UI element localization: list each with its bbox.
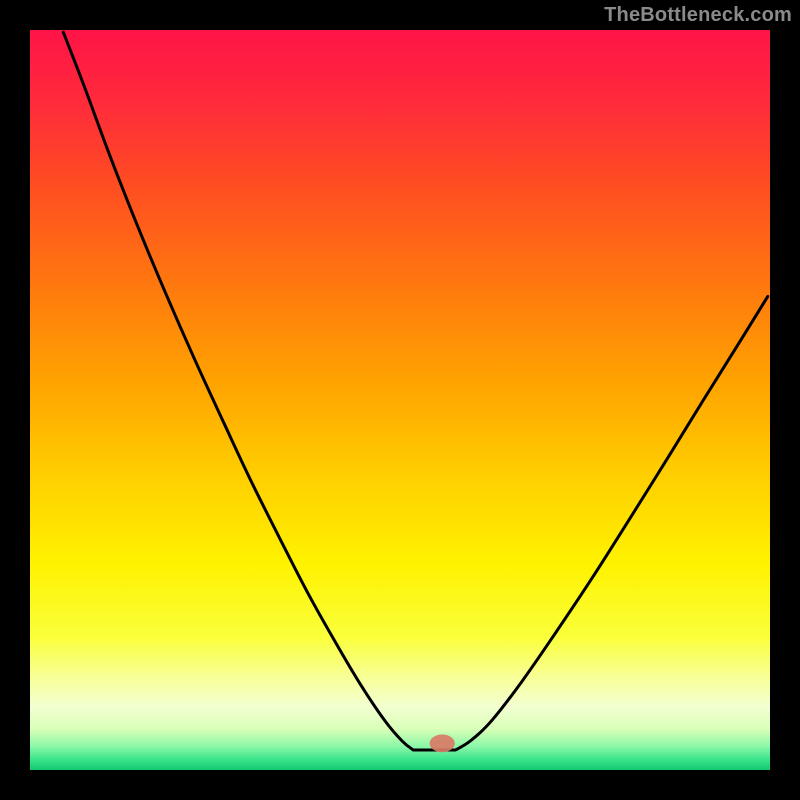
plot-background: [30, 30, 770, 770]
bottleneck-chart: [0, 0, 800, 800]
optimal-point-marker: [430, 734, 455, 752]
watermark-text: TheBottleneck.com: [604, 4, 792, 27]
chart-container: TheBottleneck.com: [0, 0, 800, 800]
